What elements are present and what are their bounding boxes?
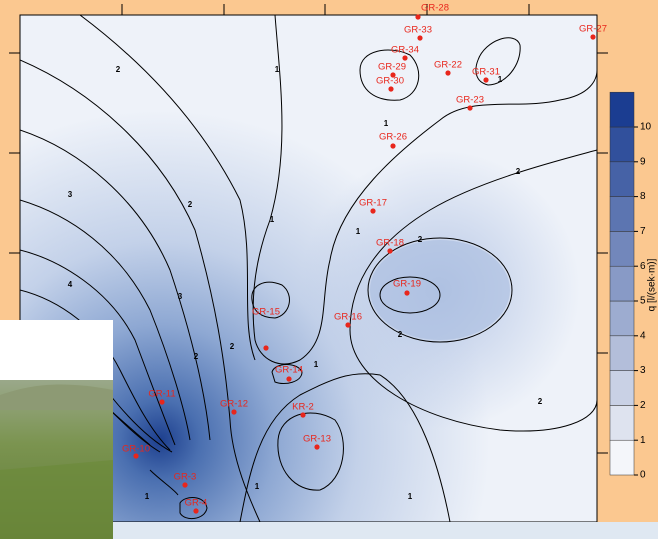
- colorbar-step: [609, 196, 635, 232]
- well-marker: [193, 508, 199, 514]
- well-label: GR-15: [252, 307, 280, 318]
- colorbar-step: [609, 300, 635, 337]
- colorbar-step: [609, 405, 635, 441]
- colorbar-tick-label: 3: [640, 365, 646, 376]
- well-marker: [402, 55, 408, 61]
- well-marker: [590, 34, 596, 40]
- contour-label: 2: [116, 65, 121, 74]
- colorbar-tick-label: 8: [640, 191, 646, 202]
- well-label: GR-34: [391, 45, 419, 56]
- well-label: GR-19: [393, 279, 421, 290]
- colorbar-step: [609, 91, 635, 128]
- well-label: GR-12: [220, 399, 248, 410]
- well-label: GR-23: [456, 95, 484, 106]
- contour-labels: 2 1 1 2 1 2 3 2 1 4 3 2 1 2 1 2 2 1 1 1: [68, 65, 543, 501]
- colorbar-tick-label: 10: [640, 122, 652, 133]
- colorbar-step: [609, 126, 635, 163]
- colorbar-tick-label: 1: [640, 435, 646, 446]
- well-marker: [415, 14, 421, 20]
- contour-label: 1: [498, 75, 503, 84]
- colorbar-step: [609, 265, 635, 302]
- colorbar-tick-label: 6: [640, 261, 646, 272]
- colorbar-step: [609, 335, 635, 371]
- well-label: GR-4: [185, 498, 208, 509]
- contour-label: 1: [255, 482, 260, 491]
- well-marker: [300, 412, 306, 418]
- colorbar-tick-label: 4: [640, 330, 646, 341]
- contour-label: 2: [188, 200, 193, 209]
- contour-label: 1: [145, 492, 150, 501]
- contour-label: 3: [68, 190, 73, 199]
- wells: GR-28GR-33GR-34GR-29GR-30GR-22GR-31GR-27…: [122, 3, 607, 514]
- colorbar: 0 1 2 3 4 5 6 7 8 9 10 q [l/(sek·m)]: [609, 91, 658, 481]
- well-marker: [483, 77, 489, 83]
- well-marker: [159, 399, 165, 405]
- well-label: GR-22: [434, 60, 462, 71]
- contour-label: 2: [418, 235, 423, 244]
- well-label: GR-16: [334, 312, 362, 323]
- colorbar-tick-label: 2: [640, 400, 646, 411]
- well-label: GR-33: [404, 25, 432, 36]
- well-marker: [387, 248, 393, 254]
- well-marker: [445, 70, 451, 76]
- contour-label: 1: [270, 215, 275, 224]
- well-marker: [231, 409, 237, 415]
- contour-label: 1: [275, 65, 280, 74]
- colorbar-step: [609, 231, 635, 267]
- contour-label: 2: [538, 397, 543, 406]
- well-label: GR-13: [303, 434, 331, 445]
- well-marker: [182, 482, 188, 488]
- colorbar-tick-label: 7: [640, 226, 646, 237]
- contour-label: 3: [178, 292, 183, 301]
- well-label: GR-10: [122, 444, 150, 455]
- contour-label: 2: [516, 167, 521, 176]
- contour-label: 1: [314, 360, 319, 369]
- well-marker: [286, 376, 292, 382]
- contour-label: 2: [230, 342, 235, 351]
- well-label: GR-27: [579, 24, 607, 35]
- colorbar-step: [609, 439, 635, 476]
- colorbar-label: q [l/(sek·m)]: [647, 258, 658, 311]
- contour-label: 2: [194, 352, 199, 361]
- well-marker: [404, 290, 410, 296]
- well-label: GR-29: [378, 62, 406, 73]
- well-marker: [390, 143, 396, 149]
- well-marker: [390, 72, 396, 78]
- well-marker: [467, 105, 473, 111]
- well-label: GR-17: [359, 198, 387, 209]
- well-marker: [314, 444, 320, 450]
- well-label: GR-30: [376, 76, 404, 87]
- contour-label: 1: [356, 227, 361, 236]
- well-marker: [388, 86, 394, 92]
- contours: [20, 15, 597, 522]
- contour-label: 2: [398, 330, 403, 339]
- photo-inset: [0, 320, 113, 539]
- colorbar-step: [609, 161, 635, 197]
- colorbar-tick-label: 0: [640, 470, 646, 481]
- colorbar-step: [609, 370, 635, 406]
- well-marker: [417, 35, 423, 41]
- contour-label: 4: [68, 280, 73, 289]
- well-marker: [263, 345, 269, 351]
- bottom-strip: [0, 522, 658, 539]
- colorbar-tick-label: 5: [640, 296, 646, 307]
- well-label: GR-14: [275, 365, 303, 376]
- well-label: GR-26: [379, 132, 407, 143]
- well-label: GR-11: [148, 389, 175, 400]
- well-label: GR-31: [472, 67, 500, 78]
- well-marker: [345, 322, 351, 328]
- contour-label: 1: [384, 119, 389, 128]
- contour-label: 1: [408, 492, 413, 501]
- well-label: KR-2: [292, 402, 314, 413]
- well-label: GR-3: [174, 472, 197, 483]
- well-label: GR-18: [376, 238, 404, 249]
- well-marker: [370, 208, 376, 214]
- well-label: GR-28: [421, 3, 449, 14]
- colorbar-tick-label: 9: [640, 156, 646, 167]
- well-marker: [133, 453, 139, 459]
